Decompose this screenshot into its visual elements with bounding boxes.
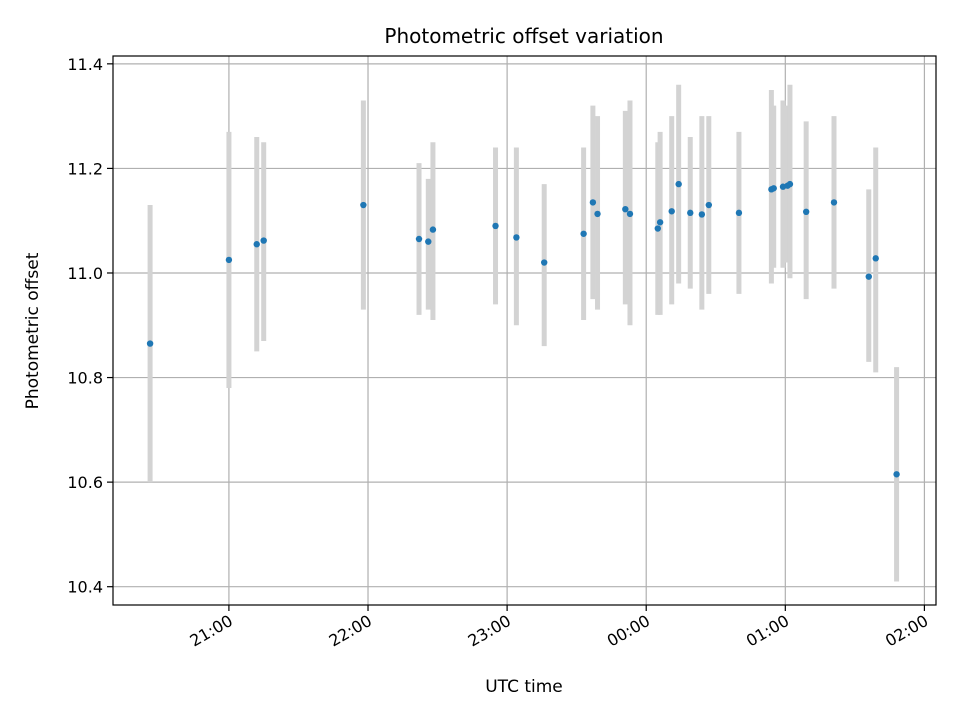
y-tick-label: 10.8 <box>67 369 103 388</box>
x-axis-label: UTC time <box>485 677 563 697</box>
x-tick-label: 01:00 <box>743 611 792 651</box>
data-point <box>786 180 794 188</box>
data-point <box>893 471 900 478</box>
plot-frame <box>112 55 937 606</box>
data-point <box>698 211 706 218</box>
data-point <box>260 237 267 244</box>
data-point <box>872 255 879 262</box>
data-point <box>253 241 260 248</box>
x-tick-label: 22:00 <box>326 611 375 651</box>
data-point <box>425 238 432 245</box>
data-points <box>146 180 900 478</box>
data-point <box>225 256 233 264</box>
data-point <box>687 209 694 217</box>
data-point <box>415 235 423 243</box>
data-point <box>360 201 367 209</box>
data-point <box>802 208 810 216</box>
y-tick-label: 11.4 <box>67 55 103 74</box>
y-tick-label: 11.2 <box>67 159 103 178</box>
data-point <box>705 201 713 209</box>
data-point <box>770 185 777 192</box>
y-axis: 10.4 10.6 10.8 11.0 11.2 11.4 <box>67 55 113 597</box>
data-point <box>513 234 520 241</box>
x-tick-label: 23:00 <box>465 611 514 651</box>
data-point <box>541 259 548 266</box>
data-point <box>668 208 675 215</box>
y-tick-label: 10.4 <box>67 578 103 597</box>
y-tick-label: 11.0 <box>67 264 103 283</box>
data-point <box>622 205 629 213</box>
y-tick-label: 10.6 <box>67 473 103 492</box>
data-point <box>830 199 838 206</box>
data-point <box>580 230 587 237</box>
data-point <box>865 273 872 280</box>
x-tick-label: 00:00 <box>604 611 653 651</box>
data-point <box>656 219 664 226</box>
data-point <box>429 226 437 233</box>
data-point <box>146 340 154 347</box>
data-point <box>675 180 682 188</box>
data-point <box>589 199 597 206</box>
data-point <box>735 209 743 217</box>
chart-title: Photometric offset variation <box>384 24 663 48</box>
data-point <box>594 210 601 218</box>
y-axis-label: Photometric offset <box>23 252 43 409</box>
x-tick-label: 21:00 <box>186 611 235 651</box>
x-tick-label: 02:00 <box>882 611 931 651</box>
data-point <box>654 225 662 232</box>
error-bars <box>147 84 900 582</box>
data-point <box>492 222 499 230</box>
x-axis: 21:00 22:00 23:00 00:00 01:00 02:00 <box>186 605 931 651</box>
grid <box>113 56 936 605</box>
data-point <box>626 210 634 218</box>
